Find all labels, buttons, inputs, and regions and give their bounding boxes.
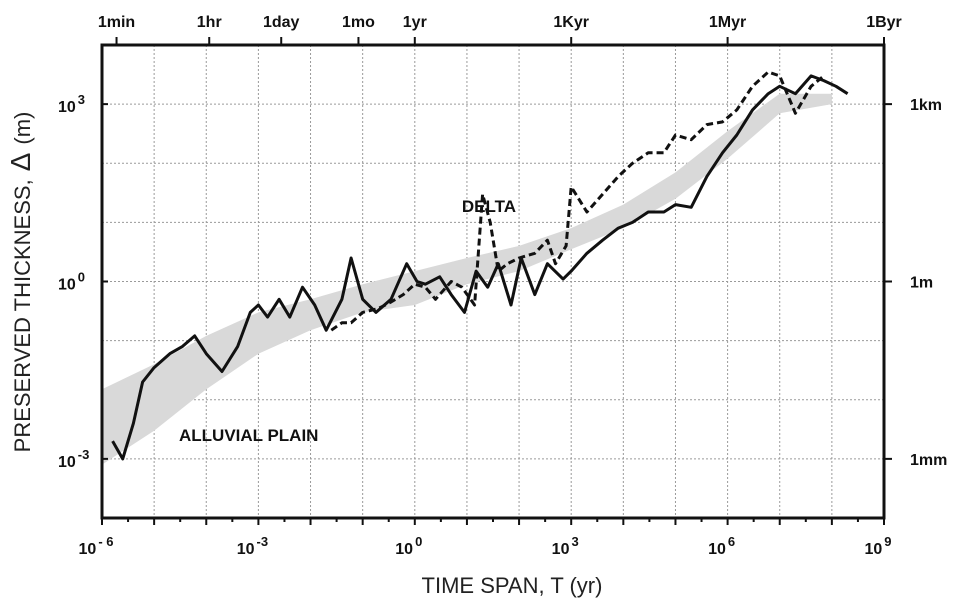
annotation-delta: DELTA (462, 197, 516, 216)
left-tick-label: 10 -3 (58, 447, 89, 471)
y-axis-title-text: PRESERVED THICKNESS, (10, 179, 35, 452)
left-tick-label: 10 3 (58, 92, 85, 116)
series-layer (111, 70, 849, 461)
left-tick-label: 10 0 (58, 270, 85, 294)
right-tick-label: 1m (910, 275, 933, 292)
series-line-alluvial-plain (111, 74, 849, 461)
x-tick-label: 10 0 (395, 534, 422, 558)
series-line-delta (330, 70, 825, 332)
y-axis-title: PRESERVED THICKNESS, Δ (m) (5, 112, 36, 453)
top-tick-label: 1hr (197, 14, 222, 31)
annotation-alluvial-plain: ALLUVIAL PLAIN (179, 426, 318, 445)
top-tick-label: 1mo (342, 14, 375, 31)
x-tick-label: 10- 6 (79, 534, 114, 558)
top-tick-label: 1Byr (866, 14, 902, 31)
x-tick-label: 10 9 (864, 534, 891, 558)
top-tick-label: 1min (98, 14, 135, 31)
top-tick-label: 1yr (403, 14, 427, 31)
tick-labels: 1min 1hr 1day 1mo 1yr 1Kyr 1Myr 1Byr 1mm 1m 1km 10-… (58, 14, 947, 558)
top-tick-label: 1Kyr (553, 14, 589, 31)
tick-marks (101, 37, 892, 525)
x-axis-title: TIME SPAN, T (yr) (422, 573, 603, 598)
top-tick-label: 1Myr (709, 14, 746, 31)
delta-symbol: Δ (5, 153, 36, 172)
right-tick-label: 1mm (910, 452, 947, 469)
x-tick-label: 10 3 (552, 534, 579, 558)
top-tick-label: 1day (263, 14, 300, 31)
x-tick-label: 10 6 (708, 534, 735, 558)
x-tick-label: 10 -3 (237, 534, 268, 558)
right-tick-label: 1km (910, 97, 942, 114)
y-axis-unit: (m) (10, 112, 35, 145)
envelope-band (102, 93, 832, 465)
